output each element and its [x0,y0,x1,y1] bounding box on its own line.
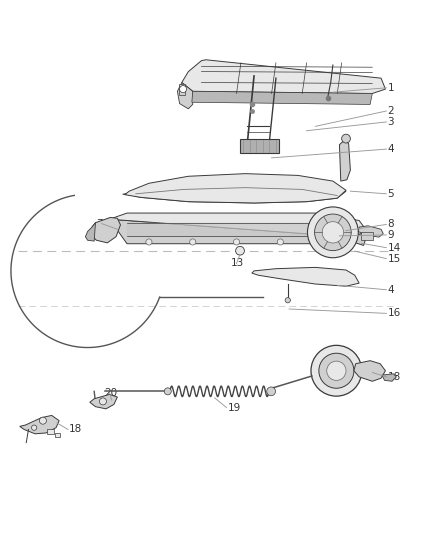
Circle shape [277,239,283,245]
Circle shape [99,398,106,405]
Polygon shape [358,226,383,237]
Circle shape [342,134,350,143]
Polygon shape [382,374,396,381]
Text: 5: 5 [388,189,394,199]
Text: 9: 9 [388,230,394,240]
Circle shape [146,239,152,245]
Polygon shape [252,268,359,286]
Polygon shape [177,83,193,109]
Polygon shape [125,174,346,203]
Text: 20: 20 [104,387,117,398]
Polygon shape [240,140,279,152]
Text: 18: 18 [69,424,82,434]
Circle shape [311,345,362,396]
Polygon shape [123,184,346,203]
Text: 15: 15 [388,254,401,264]
Text: 13: 13 [231,259,244,269]
Text: 16: 16 [388,309,401,318]
Bar [361,232,373,240]
Polygon shape [90,217,120,243]
Polygon shape [90,394,117,409]
Circle shape [233,239,240,245]
Circle shape [314,214,351,251]
Bar [47,429,54,434]
Polygon shape [354,361,385,381]
Text: 18: 18 [388,372,401,382]
Text: 7: 7 [96,219,103,229]
Text: 3: 3 [388,117,394,127]
Circle shape [32,425,37,430]
Polygon shape [192,91,372,104]
Circle shape [267,387,276,395]
Circle shape [164,388,171,395]
Text: 1: 1 [388,83,394,93]
Circle shape [39,417,46,424]
Text: 14: 14 [388,243,401,253]
Polygon shape [339,140,350,181]
Text: 8: 8 [388,220,394,229]
Circle shape [327,361,346,381]
Circle shape [322,222,343,243]
Text: 4: 4 [388,285,394,295]
Circle shape [180,86,187,93]
Circle shape [319,353,354,388]
Polygon shape [110,219,368,246]
Circle shape [190,239,196,245]
Circle shape [307,207,358,258]
Polygon shape [110,213,368,237]
Text: 4: 4 [388,144,394,154]
Polygon shape [182,60,385,93]
Text: 19: 19 [228,402,241,413]
Circle shape [236,246,244,255]
Text: 2: 2 [388,106,394,116]
Polygon shape [20,415,59,434]
Polygon shape [85,223,95,241]
Circle shape [285,297,290,303]
Bar [179,84,185,95]
Bar [55,433,60,437]
